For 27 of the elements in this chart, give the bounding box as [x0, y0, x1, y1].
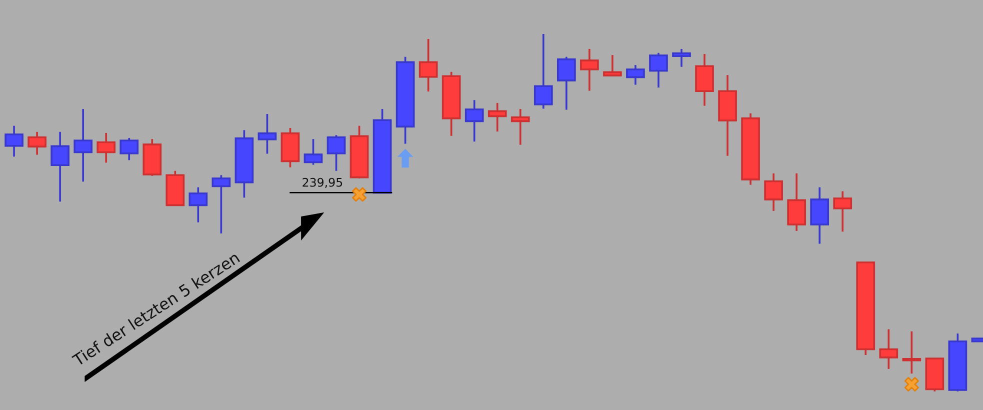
candlestick [580, 48, 599, 92]
candlestick [879, 328, 898, 370]
candlestick [188, 186, 208, 224]
candlestick [902, 330, 922, 374]
candlestick [50, 130, 70, 203]
annotation: 239,95 [302, 178, 342, 188]
candlestick [96, 132, 116, 164]
candlestick [672, 48, 691, 68]
candlestick [626, 64, 645, 86]
candlestick [833, 190, 852, 233]
candlestick [4, 124, 24, 158]
candlestick [258, 113, 277, 155]
candlestick [304, 138, 323, 166]
candlestick [28, 130, 46, 156]
candlestick [603, 54, 622, 76]
candlestick [326, 134, 346, 172]
candlestick [418, 38, 438, 92]
candlestick [120, 137, 139, 162]
candlestick [74, 108, 93, 182]
candlestick [534, 33, 553, 110]
candlestick [212, 174, 231, 234]
candlestick [464, 99, 484, 142]
candlestick [556, 56, 576, 111]
candlestick [488, 102, 507, 132]
candlestick [510, 108, 530, 146]
candlestick [764, 172, 783, 212]
candlestick [649, 52, 668, 88]
